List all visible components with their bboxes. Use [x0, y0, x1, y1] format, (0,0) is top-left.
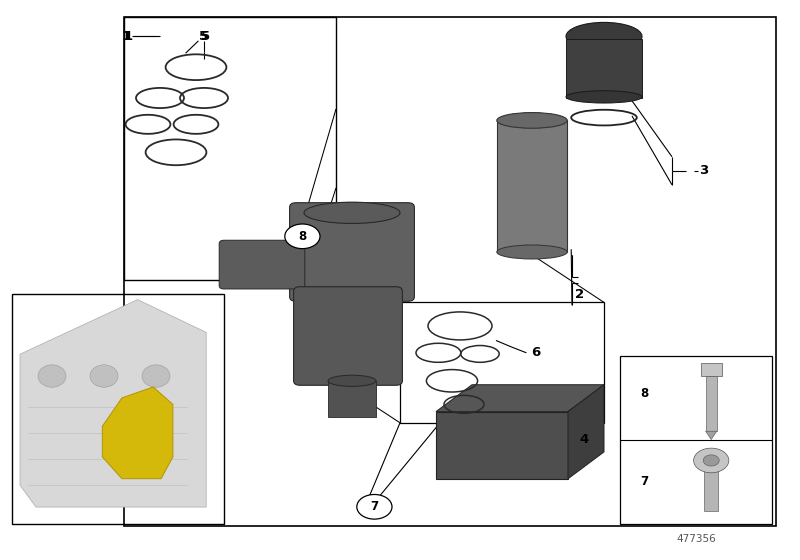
Polygon shape [102, 387, 173, 479]
Circle shape [694, 448, 729, 473]
Ellipse shape [328, 375, 376, 386]
Ellipse shape [304, 202, 400, 223]
Circle shape [357, 494, 392, 519]
FancyBboxPatch shape [294, 287, 402, 385]
Bar [436, 412, 568, 479]
Text: 7: 7 [370, 500, 378, 514]
Text: 3: 3 [699, 164, 709, 178]
Bar [704, 468, 718, 511]
Text: 4: 4 [579, 433, 589, 446]
Bar [124, 17, 336, 280]
Ellipse shape [142, 365, 170, 388]
Bar [620, 356, 772, 524]
Ellipse shape [38, 365, 66, 388]
Bar [706, 376, 717, 431]
Text: 7: 7 [640, 475, 648, 488]
Ellipse shape [90, 365, 118, 388]
Polygon shape [706, 431, 717, 440]
Text: 1: 1 [122, 30, 131, 43]
Ellipse shape [497, 245, 567, 259]
Text: 1: 1 [123, 30, 133, 43]
Bar [566, 39, 642, 98]
Text: 2: 2 [575, 287, 585, 301]
Bar [497, 120, 567, 252]
Bar [701, 363, 722, 376]
Bar [328, 381, 376, 417]
Circle shape [703, 455, 719, 466]
Bar [400, 302, 604, 423]
Text: 8: 8 [298, 230, 306, 243]
Polygon shape [20, 300, 206, 507]
Ellipse shape [497, 113, 567, 128]
Polygon shape [436, 385, 604, 412]
Circle shape [285, 224, 320, 249]
FancyBboxPatch shape [219, 240, 305, 289]
Bar [124, 17, 776, 526]
Text: 5: 5 [199, 30, 209, 43]
Text: 477356: 477356 [676, 534, 716, 544]
Text: 6: 6 [531, 346, 541, 360]
FancyBboxPatch shape [290, 203, 414, 301]
Bar [12, 294, 224, 524]
Text: 8: 8 [640, 387, 648, 400]
Ellipse shape [566, 22, 642, 50]
Text: 5: 5 [201, 30, 210, 43]
Polygon shape [568, 385, 604, 479]
Ellipse shape [566, 91, 642, 103]
